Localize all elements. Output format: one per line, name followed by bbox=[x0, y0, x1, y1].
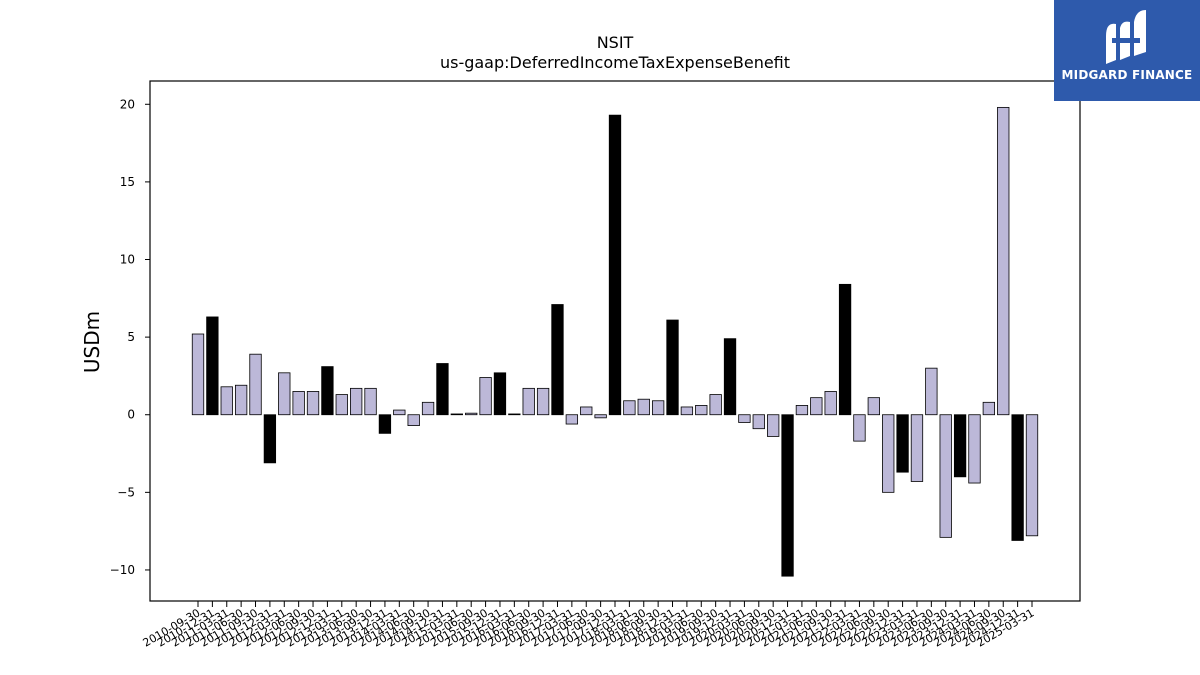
bar-2020-12-31 bbox=[781, 414, 794, 577]
bar-2011-09-30 bbox=[249, 353, 262, 416]
bar-2014-06-30 bbox=[407, 414, 420, 427]
bar-2013-06-30 bbox=[350, 387, 363, 416]
bar-2019-09-30 bbox=[709, 394, 722, 416]
bar-2019-06-30 bbox=[695, 405, 708, 416]
bar-2022-06-30 bbox=[867, 397, 880, 416]
bar-2017-09-30 bbox=[594, 414, 607, 419]
bar-2012-09-30 bbox=[306, 391, 320, 416]
bar-2018-09-30 bbox=[651, 400, 665, 416]
bar-2016-03-31 bbox=[508, 413, 521, 416]
bar-2021-03-31 bbox=[795, 405, 809, 416]
bar-2018-06-30 bbox=[637, 398, 650, 416]
bar-2013-09-30 bbox=[364, 387, 377, 416]
bar-2023-06-30 bbox=[925, 367, 938, 416]
bar-2013-12-31 bbox=[378, 414, 392, 434]
bar-2023-12-31 bbox=[953, 414, 967, 478]
x-axis: 2010-09-302010-12-312011-03-312011-06-30… bbox=[141, 601, 1037, 650]
bar-2022-09-30 bbox=[882, 414, 895, 493]
bar-2013-03-31 bbox=[335, 394, 348, 416]
bar-2020-09-30 bbox=[767, 414, 780, 437]
bar-2017-06-30 bbox=[580, 406, 593, 416]
midgard-finance-logo: MIDGARD FINANCE bbox=[1054, 0, 1200, 101]
bar-2019-12-31 bbox=[723, 338, 737, 416]
bar-2020-06-30 bbox=[752, 414, 765, 430]
bar-2024-06-30 bbox=[982, 401, 996, 416]
logo-text: MIDGARD FINANCE bbox=[1061, 68, 1193, 82]
plot-frame bbox=[149, 80, 1081, 602]
bar-2024-12-31 bbox=[1011, 414, 1024, 541]
bar-2016-09-30 bbox=[536, 387, 550, 416]
y-tick-label: 15 bbox=[120, 175, 135, 189]
bar-2017-03-31 bbox=[565, 414, 579, 425]
bar-2018-12-31 bbox=[666, 319, 679, 416]
bar-2011-12-31 bbox=[263, 414, 277, 464]
bar-2015-03-31 bbox=[450, 413, 463, 416]
bar-2024-03-31 bbox=[968, 414, 981, 484]
bars-layer bbox=[191, 106, 1039, 577]
bar-2021-06-30 bbox=[810, 397, 823, 416]
y-tick-label: 5 bbox=[127, 330, 135, 344]
bar-2014-03-31 bbox=[393, 409, 406, 416]
y-tick-label: 20 bbox=[120, 97, 135, 111]
bar-2021-12-31 bbox=[838, 283, 852, 416]
bar-2025-03-31 bbox=[1025, 414, 1039, 537]
y-tick-label: −5 bbox=[117, 485, 135, 499]
bar-2024-09-30 bbox=[997, 106, 1010, 416]
bar-2015-06-30 bbox=[465, 412, 478, 416]
chart-title: NSIT bbox=[597, 33, 634, 52]
bar-2017-12-31 bbox=[608, 114, 622, 416]
y-tick-label: 10 bbox=[120, 253, 135, 267]
bar-2014-09-30 bbox=[421, 401, 435, 416]
bar-2022-03-31 bbox=[853, 414, 866, 442]
y-tick-label: 0 bbox=[127, 408, 135, 422]
y-axis: −10 −5 0 5 10 15 20 bbox=[110, 97, 150, 577]
bar-2022-12-31 bbox=[896, 414, 909, 473]
bar-2020-03-31 bbox=[738, 414, 751, 423]
bar-2016-12-31 bbox=[551, 304, 564, 416]
bar-2012-12-31 bbox=[321, 366, 334, 416]
bar-2016-06-30 bbox=[522, 387, 535, 416]
bar-2010-12-31 bbox=[206, 316, 219, 416]
bar-2015-12-31 bbox=[493, 372, 507, 416]
bar-2021-09-30 bbox=[824, 391, 837, 416]
bar-2012-06-30 bbox=[292, 391, 305, 416]
bar-2019-03-31 bbox=[680, 406, 694, 416]
chart-subtitle: us-gaap:DeferredIncomeTaxExpenseBenefit bbox=[440, 53, 790, 72]
bar-2011-03-31 bbox=[220, 386, 233, 416]
y-axis-label: USDm bbox=[80, 311, 104, 373]
bar-2018-03-31 bbox=[623, 400, 636, 416]
y-tick-label: −10 bbox=[110, 563, 135, 577]
bar-2010-09-30 bbox=[191, 333, 205, 416]
bar-2015-09-30 bbox=[479, 377, 492, 416]
bar-2023-09-30 bbox=[939, 414, 952, 538]
bar-2023-03-31 bbox=[910, 414, 924, 482]
bar-2014-12-31 bbox=[436, 363, 449, 416]
logo-mark-icon bbox=[1106, 10, 1146, 64]
bar-2012-03-31 bbox=[278, 372, 291, 416]
bar-2011-06-30 bbox=[234, 384, 248, 416]
